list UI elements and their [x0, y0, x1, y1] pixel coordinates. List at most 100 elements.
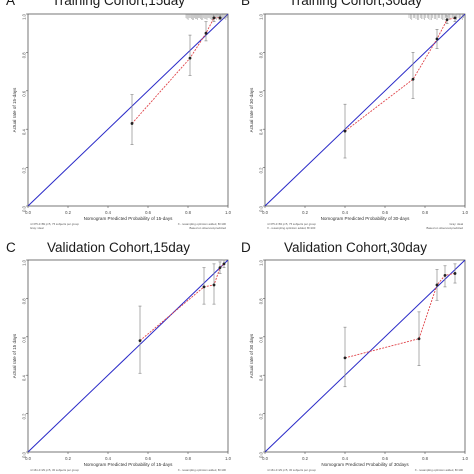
data-point [343, 356, 347, 360]
calibration-panel-b: B Training Cohort,30day 0.0 0.2 0.4 0.6 0.8 1.0… [237, 0, 474, 238]
x-tick-label: 0.6 [145, 210, 151, 215]
y-tick-label: 0.0 [259, 205, 264, 211]
x-tick-label: 1.0 [462, 456, 468, 461]
panel-letter: A [6, 0, 16, 8]
data-point [443, 273, 447, 277]
y-tick-label: 0.4 [259, 375, 264, 381]
data-point [218, 266, 222, 270]
footnote: Gray: ideal [30, 226, 44, 230]
y-tick-label: 1.0 [259, 259, 264, 265]
y-tick-label: 0.8 [22, 52, 27, 58]
x-tick-label: 0.8 [422, 210, 428, 215]
x-axis-label: Nomogram Predicted Probability of 30days [321, 462, 409, 467]
y-tick-label: 1.0 [259, 13, 264, 19]
ideal-line [265, 14, 465, 206]
data-point [343, 129, 347, 133]
x-tick-label: 0.4 [105, 456, 111, 461]
plot-frame [264, 13, 466, 207]
x-tick-label: 0.4 [105, 210, 111, 215]
x-tick-label: 0.8 [185, 210, 191, 215]
x-tick-label: 1.0 [225, 210, 231, 215]
data-point [202, 285, 206, 289]
x-axis-label: Nomogram Predicted Probability of 15-day… [84, 462, 174, 467]
y-tick-label: 0.4 [22, 375, 27, 381]
footnote: n=161 d=29 p=5, 30 subjects per group [30, 468, 79, 472]
y-tick-label: 0.0 [22, 451, 27, 457]
footnote: n=375 d=83 p=5, 75 subjects per group [267, 222, 316, 226]
y-tick-label: 1.0 [22, 259, 27, 265]
data-point [204, 31, 208, 35]
data-point [411, 77, 415, 81]
data-point [453, 16, 457, 20]
calibration-panel-c: C Validation Cohort,15day 0.0 0.2 0.4 0.6 0.8 1… [0, 236, 237, 474]
x-tick-label: 0.2 [65, 210, 71, 215]
y-tick-label: 0.4 [22, 129, 27, 135]
y-tick-label: 0.8 [22, 298, 27, 304]
y-tick-label: 0.8 [259, 52, 264, 58]
y-tick-label: 0.0 [22, 205, 27, 211]
x-tick-label: 1.0 [225, 456, 231, 461]
footnote: Based on observed-predicted [426, 226, 463, 230]
panel-title: Validation Cohort,30day [283, 240, 428, 255]
footnote: n=161 d=29 p=5, 30 subjects per group [267, 468, 316, 472]
panel-letter: D [241, 240, 251, 255]
calibration-panel-d: D Validation Cohort,30day 0.0 0.2 0.4 0.6 0.8 1… [237, 236, 474, 474]
y-tick-label: 0.6 [22, 336, 27, 342]
x-axis-label: Nomogram Predicted Probability of 15-day… [84, 216, 174, 221]
data-point [212, 16, 216, 20]
x-tick-label: 1.0 [462, 210, 468, 215]
x-tick-label: 0.0 [25, 456, 31, 461]
x-tick-label: 0.0 [25, 210, 31, 215]
y-axis-label: Actual rate of 15-days [12, 87, 17, 132]
x-tick-label: 0.0 [262, 456, 268, 461]
panel-title: Validation Cohort,15day [46, 240, 191, 255]
y-tick-label: 0.6 [259, 90, 264, 96]
plot-frame [27, 259, 229, 453]
x-tick-label: 0.4 [342, 210, 348, 215]
calibration-panel-a: A Training Cohort,15day 0.0 0.2 0.4 0.6 0.8 1.0… [0, 0, 237, 238]
data-point [212, 283, 216, 287]
calibration-plot: 0.0 0.2 0.4 0.6 0.8 1.0 0.0 0.2 0.4 0.6 0.8 1.0 Nomo… [12, 13, 232, 230]
x-tick-label: 0.8 [185, 456, 191, 461]
data-point [188, 56, 192, 60]
footnote: X - resampling optimism added, B=100 [178, 468, 227, 472]
y-tick-label: 0.2 [259, 413, 264, 419]
data-point [130, 122, 134, 125]
calibration-plot: 0.0 0.2 0.4 0.6 0.8 1.0 0.0 0.2 0.4 0.6 0.8 1.0 Nomo… [12, 259, 232, 472]
calibration-line [344, 17, 456, 132]
plot-frame [264, 259, 466, 453]
y-axis-label: Actual rate of 15 days [12, 333, 17, 378]
footnote: Based on observed-predicted [189, 226, 226, 230]
panel-title: Training Cohort,15day [51, 0, 186, 8]
y-tick-label: 0.8 [259, 298, 264, 304]
x-tick-label: 0.2 [302, 456, 308, 461]
data-point [435, 283, 439, 287]
y-axis-label: Actual rate of 30-days [249, 87, 254, 132]
ideal-line [28, 14, 228, 206]
data-point [435, 37, 439, 41]
x-tick-label: 0.2 [302, 210, 308, 215]
data-point [222, 262, 226, 266]
y-tick-label: 0.2 [22, 167, 27, 173]
y-tick-label: 0.2 [22, 413, 27, 419]
y-tick-label: 0.6 [22, 90, 27, 96]
data-point [218, 16, 222, 20]
y-tick-label: 1.0 [22, 13, 27, 19]
y-tick-label: 0.2 [259, 167, 264, 173]
calibration-plot: 0.0 0.2 0.4 0.6 0.8 1.0 0.0 0.2 0.4 0.6 0.8 1.0 Nomo… [249, 259, 469, 472]
x-tick-label: 0.8 [422, 456, 428, 461]
x-axis-label: Nomogram Predicted Probability of 30-day… [321, 216, 411, 221]
x-tick-label: 0.6 [382, 210, 388, 215]
x-tick-label: 0.4 [342, 456, 348, 461]
data-point [445, 18, 449, 22]
footnote: X - resampling optimism added, B=100 [415, 468, 464, 472]
data-point [138, 339, 142, 343]
x-tick-label: 0.0 [262, 210, 268, 215]
x-tick-label: 0.6 [382, 456, 388, 461]
footnote: n=375 d=89 p=5, 75 subjects per group [30, 222, 79, 226]
panel-letter: B [241, 0, 251, 8]
x-tick-label: 0.6 [145, 456, 151, 461]
panel-letter: C [6, 240, 16, 255]
calibration-plot: 0.0 0.2 0.4 0.6 0.8 1.0 0.0 0.2 0.4 0.6 0.8 1.0 Nomo… [249, 13, 469, 230]
footnote: X - resampling optimism added, B=100 [178, 222, 227, 226]
